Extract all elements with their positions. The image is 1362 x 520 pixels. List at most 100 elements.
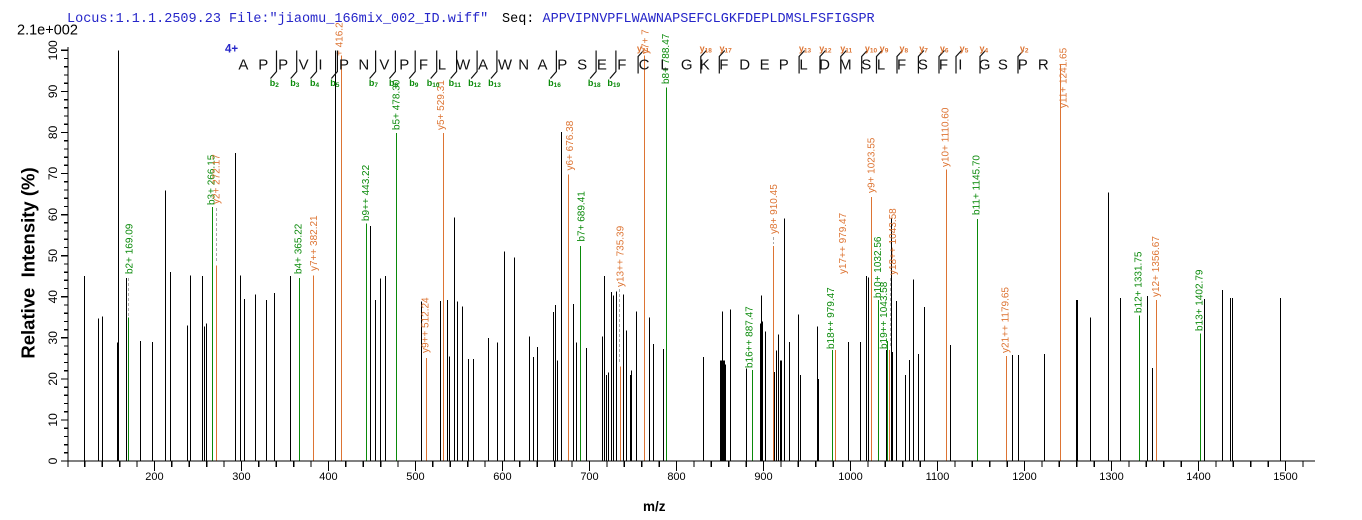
svg-text:y9+ 1023.55: y9+ 1023.55 [866,137,877,193]
svg-text:L: L [877,57,885,74]
svg-text:80: 80 [46,125,60,139]
svg-text:W: W [498,57,513,74]
svg-text:30: 30 [46,331,60,345]
svg-text:y11+ 1241.65: y11+ 1241.65 [1058,47,1069,108]
svg-text:900: 900 [754,471,772,483]
svg-text:F: F [617,57,626,74]
svg-text:S: S [861,57,871,74]
svg-text:b9++ 443.22: b9++ 443.22 [361,164,372,221]
svg-text:b8: b8 [389,78,399,89]
svg-text:90: 90 [46,84,60,98]
svg-text:L: L [438,57,446,74]
svg-text:500: 500 [406,471,424,483]
svg-text:y18: y18 [700,44,713,55]
svg-text:b3: b3 [290,78,300,89]
svg-text:300: 300 [232,471,250,483]
svg-text:V: V [379,57,389,74]
svg-text:S: S [577,57,587,74]
svg-text:y4: y4 [979,44,988,55]
svg-text:b19: b19 [607,78,620,89]
svg-text:2.1e+002: 2.1e+002 [17,23,78,39]
svg-text:600: 600 [493,471,511,483]
svg-text:800: 800 [667,471,685,483]
svg-text:R: R [1038,57,1049,74]
svg-text:Relative Intensity (%): Relative Intensity (%) [18,167,39,358]
svg-text:G: G [681,57,693,74]
svg-text:1200: 1200 [1012,471,1036,483]
svg-text:I: I [318,57,322,74]
svg-text:100: 100 [46,40,60,60]
svg-text:P: P [1018,57,1028,74]
svg-text:b5: b5 [330,78,340,89]
svg-text:L: L [799,57,807,74]
svg-text:y12: y12 [819,44,832,55]
svg-text:1400: 1400 [1186,471,1210,483]
svg-text:I: I [958,57,962,74]
svg-text:70: 70 [46,167,60,181]
svg-text:b10: b10 [427,78,440,89]
svg-text:y2+ 272.17: y2+ 272.17 [211,154,222,204]
svg-text:200: 200 [145,471,163,483]
svg-text:y18++ 1043.58: y18++ 1043.58 [888,208,899,275]
svg-text:A: A [537,57,547,74]
svg-text:G: G [979,57,991,74]
svg-text:b3+ 266.15: b3+ 266.15 [206,154,217,205]
svg-text:y11: y11 [840,44,852,55]
svg-text:y7++ 382.21: y7++ 382.21 [309,215,320,271]
svg-text:y17++ 979.47: y17++ 979.47 [838,212,849,274]
svg-text:b13+ 1402.79: b13+ 1402.79 [1194,269,1205,331]
svg-text:40: 40 [46,290,60,304]
svg-text:y9: y9 [880,44,889,55]
svg-text:700: 700 [580,471,598,483]
svg-text:K: K [700,57,710,74]
svg-text:b2: b2 [270,78,280,89]
svg-text:y8: y8 [899,44,908,55]
svg-text:F: F [897,57,906,74]
svg-text:M: M [839,57,852,74]
svg-text:W: W [456,57,471,74]
svg-text:F: F [419,57,428,74]
svg-text:60: 60 [46,208,60,222]
svg-text:A: A [238,57,248,74]
svg-text:1000: 1000 [838,471,862,483]
svg-text:y17: y17 [719,44,732,55]
svg-text:Locus:1.1.1.2509.23 File:"jiao: Locus:1.1.1.2509.23 File:"jiaomu_166mix_… [67,12,488,27]
svg-text:b4+ 365.22: b4+ 365.22 [293,223,304,274]
svg-text:P: P [557,57,567,74]
svg-text:y12+ 1356.67: y12+ 1356.67 [1151,236,1162,297]
svg-text:y8+ 910.45: y8+ 910.45 [769,184,780,234]
svg-text:y7+ 7: y7+ 7 [640,29,651,54]
svg-text:y7: y7 [919,44,928,55]
svg-text:C: C [639,57,650,74]
svg-text:b10+ 1032.56: b10+ 1032.56 [873,236,884,298]
svg-text:b5+ 478.30: b5+ 478.30 [391,79,402,130]
svg-text:400: 400 [319,471,337,483]
svg-text:Seq:: Seq: [502,12,534,27]
svg-text:P: P [339,57,349,74]
svg-text:S: S [998,57,1008,74]
svg-text:y13: y13 [799,44,812,55]
svg-text:APPVIPNVPFLWAWNAPSEFCLGKFDEPLD: APPVIPNVPFLWAWNAPSEFCLGKFDEPLDMSLFSFIGSP… [543,12,875,27]
svg-text:b18: b18 [588,78,601,89]
svg-text:y21: y21 [637,44,650,55]
svg-text:b4: b4 [310,78,320,89]
svg-text:b12+ 1331.75: b12+ 1331.75 [1133,251,1144,313]
svg-text:b8+ 788.47: b8+ 788.47 [661,33,672,84]
svg-text:b11: b11 [449,78,462,89]
svg-text:b9: b9 [409,78,419,89]
svg-text:F: F [939,57,948,74]
svg-text:A: A [478,57,488,74]
svg-text:20: 20 [46,372,60,386]
svg-text:1100: 1100 [926,471,950,483]
svg-text:y9++ 512.24: y9++ 512.24 [420,297,431,353]
svg-text:S: S [918,57,928,74]
svg-text:y2: y2 [1020,44,1029,55]
svg-text:D: D [739,57,750,74]
svg-text:b7+ 689.41: b7+ 689.41 [576,191,587,242]
svg-text:y21++ 1179.65: y21++ 1179.65 [1000,287,1011,353]
svg-text:y5+ 529.31: y5+ 529.31 [436,80,447,130]
svg-text:50: 50 [46,249,60,263]
svg-text:b19++ 1043.58: b19++ 1043.58 [879,281,890,349]
svg-text:0: 0 [46,457,60,464]
svg-text:N: N [358,57,369,74]
